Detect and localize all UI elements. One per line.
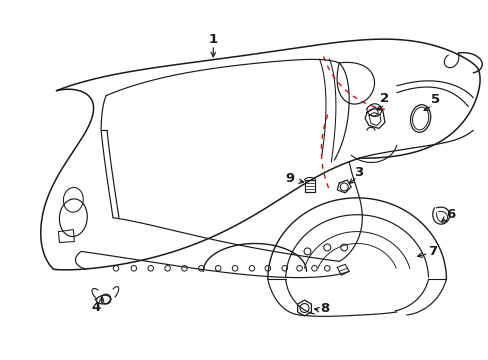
Text: 1: 1: [208, 33, 217, 46]
Text: 9: 9: [285, 171, 294, 185]
Text: 4: 4: [91, 301, 101, 314]
Text: 3: 3: [354, 166, 363, 179]
Text: 6: 6: [445, 208, 454, 221]
Text: 2: 2: [380, 92, 388, 105]
Text: 7: 7: [427, 245, 436, 258]
Text: 8: 8: [319, 302, 328, 315]
Text: 5: 5: [430, 93, 439, 106]
